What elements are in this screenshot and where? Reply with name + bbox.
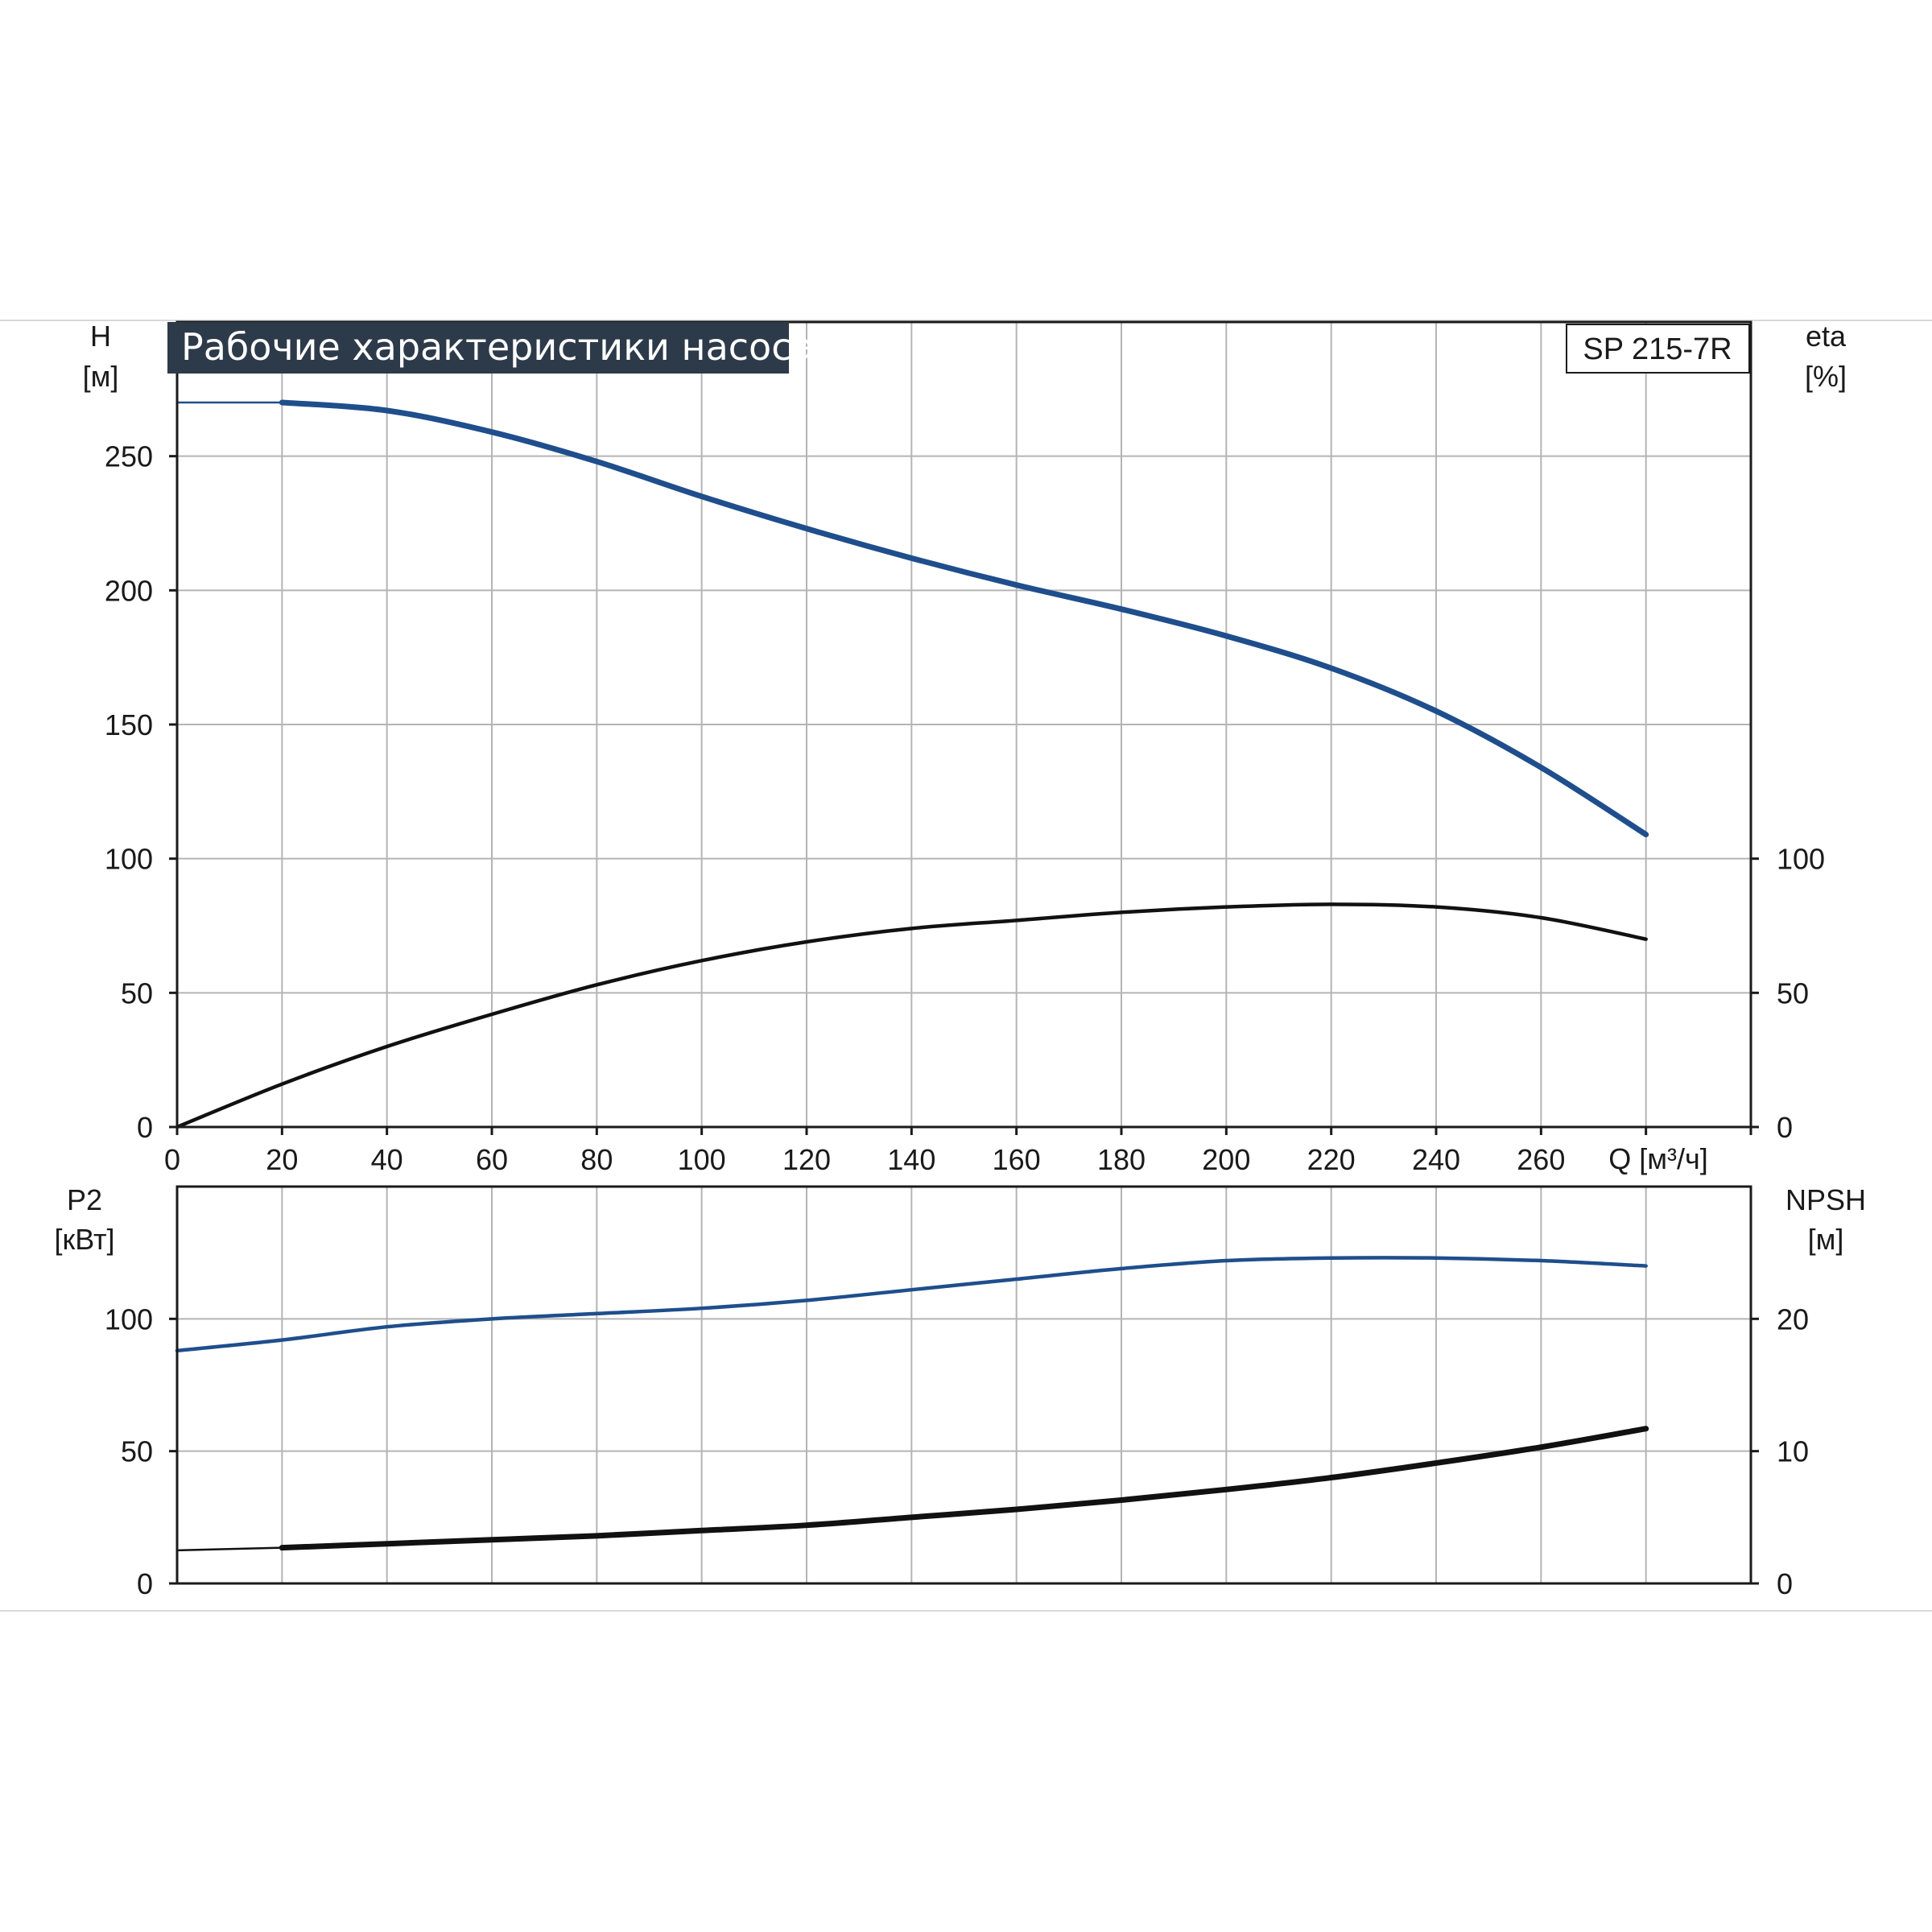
pump-model-box bbox=[1566, 324, 1750, 374]
right-y-tick-label: 10 bbox=[1777, 1435, 1809, 1468]
right-y-tick-label: 0 bbox=[1777, 1111, 1793, 1144]
efficiency-axis-name: eta bbox=[1806, 320, 1847, 353]
chart-title: Рабочие характеристики насоса bbox=[181, 325, 815, 369]
left-y-tick-label: 250 bbox=[105, 440, 153, 473]
axis-ticks: 0 20 40 60 80 100 120 140 160 180 200 220 240 2600501… bbox=[105, 440, 1825, 1600]
x-tick-label: 200 bbox=[1202, 1143, 1250, 1176]
bottom-curve-0 bbox=[175, 1256, 1648, 1353]
x-tick-label: 220 bbox=[1307, 1143, 1356, 1176]
x-tick-label: 20 bbox=[266, 1143, 298, 1176]
x-tick-label: 180 bbox=[1097, 1143, 1146, 1176]
x-tick-label: 40 bbox=[371, 1143, 403, 1176]
npsh-axis-name: NPSH bbox=[1785, 1183, 1866, 1216]
left-y-tick-label: 0 bbox=[137, 1111, 153, 1144]
left-y-tick-label: 150 bbox=[105, 708, 153, 741]
left-y-tick-label: 50 bbox=[121, 1435, 153, 1468]
top-curve-2 bbox=[175, 902, 1648, 1129]
right-y-tick-label: 50 bbox=[1777, 976, 1809, 1009]
flow-axis-label: Q [м³/ч] bbox=[1608, 1142, 1708, 1175]
left-y-tick-label: 200 bbox=[105, 574, 153, 607]
chart-title-banner bbox=[167, 322, 789, 374]
left-y-tick-label: 100 bbox=[105, 1302, 153, 1335]
left-y-tick-label: 100 bbox=[105, 843, 153, 876]
bottom-plot-frame bbox=[175, 1185, 1752, 1585]
bottom-plot-grid bbox=[177, 1187, 1751, 1583]
right-y-tick-label: 20 bbox=[1777, 1302, 1809, 1335]
top-curve-0 bbox=[279, 399, 1649, 838]
head-axis-name: H bbox=[90, 320, 111, 353]
x-tick-label: 100 bbox=[678, 1143, 726, 1176]
head-axis-unit: [м] bbox=[83, 360, 119, 393]
right-y-tick-label: 100 bbox=[1777, 843, 1825, 876]
top-plot-grid bbox=[177, 322, 1751, 1127]
pump-model-label: SP 215-7R bbox=[1583, 332, 1732, 366]
right-y-tick-label: 0 bbox=[1777, 1567, 1793, 1600]
power-axis-name: P2 bbox=[67, 1183, 102, 1216]
x-tick-label: 120 bbox=[782, 1143, 831, 1176]
x-tick-label: 160 bbox=[993, 1143, 1041, 1176]
bottom-curve-2 bbox=[175, 1546, 283, 1552]
x-tick-label: 140 bbox=[887, 1143, 935, 1176]
bottom-curve-1 bbox=[279, 1426, 1649, 1551]
power-axis-unit: [кВт] bbox=[54, 1223, 114, 1256]
left-y-tick-label: 0 bbox=[137, 1567, 153, 1600]
npsh-axis-unit: [м] bbox=[1808, 1223, 1844, 1256]
x-tick-label: 260 bbox=[1517, 1143, 1565, 1176]
bottom-plot-curves bbox=[175, 1256, 1649, 1552]
top-plot-curves bbox=[175, 399, 1649, 1129]
x-tick-label: 60 bbox=[476, 1143, 508, 1176]
x-tick-label: 240 bbox=[1412, 1143, 1460, 1176]
x-tick-label: 0 bbox=[164, 1143, 180, 1176]
efficiency-axis-unit: [%] bbox=[1805, 360, 1847, 393]
x-tick-label: 80 bbox=[580, 1143, 613, 1176]
left-y-tick-label: 50 bbox=[121, 976, 153, 1009]
